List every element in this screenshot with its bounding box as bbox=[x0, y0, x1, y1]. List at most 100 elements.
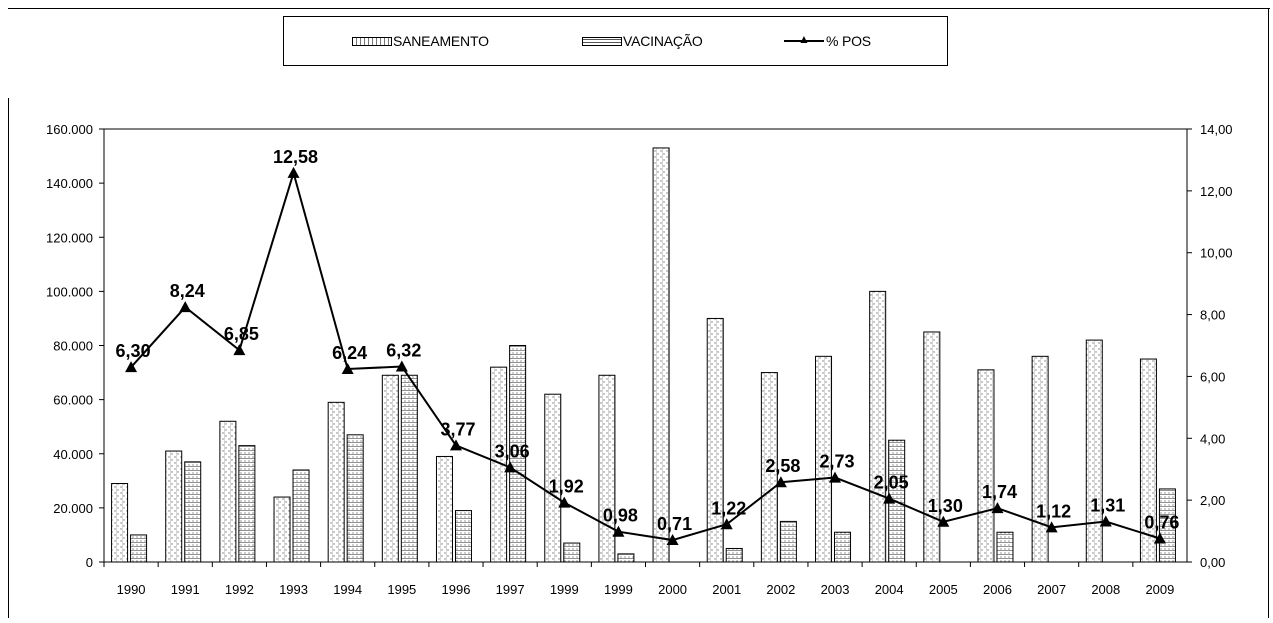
legend-item-vacinacao: VACINAÇÃO bbox=[582, 31, 703, 51]
legend-label-vacinacao: VACINAÇÃO bbox=[623, 33, 703, 49]
data-label-pos: 1,74 bbox=[982, 482, 1017, 502]
bar-saneamento bbox=[111, 483, 129, 563]
x-tick-label: 2009 bbox=[1145, 582, 1174, 597]
data-label-pos: 6,30 bbox=[116, 341, 151, 361]
x-tick-label: 2007 bbox=[1037, 582, 1066, 597]
data-label-pos: 6,32 bbox=[386, 341, 421, 361]
bar-vacinacao bbox=[779, 520, 797, 563]
bar-vacinacao bbox=[509, 345, 527, 563]
y-left-tick-label: 80.000 bbox=[53, 339, 93, 354]
data-label-pos: 1,12 bbox=[1036, 501, 1071, 521]
x-tick-label: 1992 bbox=[225, 582, 254, 597]
y-left-tick-label: 0 bbox=[86, 555, 93, 570]
x-tick-label: 2005 bbox=[929, 582, 958, 597]
data-label-pos: 0,76 bbox=[1144, 512, 1179, 532]
bars-group bbox=[111, 147, 1176, 563]
point-pos-marker bbox=[449, 439, 462, 451]
y-right-tick-label: 2,00 bbox=[1200, 493, 1225, 508]
bar-saneamento bbox=[760, 372, 778, 563]
x-tick-label: 1999 bbox=[604, 582, 633, 597]
x-tick-label: 2000 bbox=[658, 582, 687, 597]
bar-vacinacao bbox=[130, 534, 148, 563]
bar-vacinacao bbox=[184, 461, 202, 563]
bar-saneamento bbox=[327, 401, 345, 563]
bar-saneamento bbox=[923, 331, 941, 563]
x-tick-label: 1996 bbox=[442, 582, 471, 597]
bar-saneamento bbox=[1139, 358, 1157, 563]
line-group bbox=[125, 166, 1166, 546]
point-pos-marker bbox=[341, 363, 354, 375]
data-label-pos: 0,98 bbox=[603, 506, 638, 526]
point-pos-marker bbox=[937, 515, 950, 527]
point-pos-marker bbox=[395, 360, 408, 372]
bar-saneamento bbox=[652, 147, 670, 563]
data-label-pos: 1,92 bbox=[549, 477, 584, 497]
point-pos-marker bbox=[612, 525, 625, 537]
legend-line-pos bbox=[784, 32, 824, 47]
legend-label-saneamento: SANEAMENTO bbox=[393, 33, 489, 49]
data-label-pos: 6,85 bbox=[224, 324, 259, 344]
x-tick-label: 1997 bbox=[496, 582, 525, 597]
data-label-pos: 1,22 bbox=[711, 498, 746, 518]
data-label-pos: 8,24 bbox=[170, 281, 205, 301]
point-pos-marker bbox=[720, 518, 733, 530]
chart-legend: SANEAMENTO VACINAÇÃO % POS bbox=[283, 16, 948, 66]
bar-vacinacao bbox=[834, 531, 852, 563]
legend-swatch-saneamento bbox=[352, 36, 392, 46]
x-tick-label: 2006 bbox=[983, 582, 1012, 597]
y-left-tick-label: 40.000 bbox=[53, 447, 93, 462]
point-pos-marker bbox=[125, 361, 138, 373]
bar-saneamento bbox=[1031, 355, 1049, 563]
data-label-pos: 1,30 bbox=[928, 496, 963, 516]
frame-border-right bbox=[1268, 8, 1269, 618]
line-pos bbox=[130, 169, 1161, 542]
bar-saneamento bbox=[435, 455, 453, 563]
y-left-tick-label: 60.000 bbox=[53, 393, 93, 408]
point-pos-marker bbox=[1099, 515, 1112, 527]
x-tick-label: 2004 bbox=[875, 582, 904, 597]
legend-swatch-vacinacao bbox=[582, 36, 622, 46]
bar-saneamento bbox=[490, 366, 508, 563]
bar-saneamento bbox=[544, 393, 562, 563]
bar-saneamento bbox=[273, 496, 291, 563]
data-label-pos: 0,71 bbox=[657, 514, 692, 534]
point-pos-marker bbox=[558, 496, 571, 508]
x-tick-label: 2002 bbox=[766, 582, 795, 597]
data-label-pos: 2,05 bbox=[874, 473, 909, 493]
y-right-tick-label: 0,00 bbox=[1200, 555, 1225, 570]
bar-saneamento bbox=[381, 374, 399, 563]
bar-saneamento bbox=[1085, 339, 1103, 563]
y-right-tick-label: 8,00 bbox=[1200, 308, 1225, 323]
x-tick-label: 2008 bbox=[1091, 582, 1120, 597]
legend-item-saneamento: SANEAMENTO bbox=[352, 31, 489, 51]
bar-vacinacao bbox=[346, 434, 364, 563]
y-left-tick-label: 140.000 bbox=[46, 176, 93, 191]
point-pos-marker bbox=[666, 534, 679, 546]
bar-saneamento bbox=[598, 374, 616, 563]
x-tick-label: 1990 bbox=[117, 582, 146, 597]
y-left-tick-label: 20.000 bbox=[53, 501, 93, 516]
bar-vacinacao bbox=[400, 374, 418, 563]
x-tick-label: 1999 bbox=[550, 582, 579, 597]
point-pos-marker bbox=[233, 344, 246, 356]
y-right-tick-label: 12,00 bbox=[1200, 184, 1233, 199]
x-tick-label: 1991 bbox=[171, 582, 200, 597]
data-label-pos: 1,31 bbox=[1090, 495, 1125, 515]
point-pos-marker bbox=[1045, 521, 1058, 533]
data-label-pos: 2,58 bbox=[765, 456, 800, 476]
bar-vacinacao bbox=[996, 531, 1014, 563]
point-pos-marker bbox=[504, 461, 517, 473]
point-pos-marker bbox=[179, 301, 192, 313]
y-left-tick-label: 160.000 bbox=[46, 122, 93, 137]
legend-item-pos: % POS bbox=[784, 31, 871, 51]
data-label-pos: 6,24 bbox=[332, 343, 367, 363]
bar-vacinacao bbox=[563, 542, 581, 563]
bar-saneamento bbox=[977, 369, 995, 563]
x-tick-label: 2003 bbox=[821, 582, 850, 597]
labels-group: 6,30 8,24 6,85 12,58 6,24 6,32 3,77 3,06 1,92 0,9… bbox=[116, 147, 1180, 534]
x-tick-label: 1993 bbox=[279, 582, 308, 597]
bar-vacinacao bbox=[725, 547, 743, 563]
bar-vacinacao bbox=[454, 510, 472, 563]
bar-vacinacao bbox=[292, 469, 310, 563]
